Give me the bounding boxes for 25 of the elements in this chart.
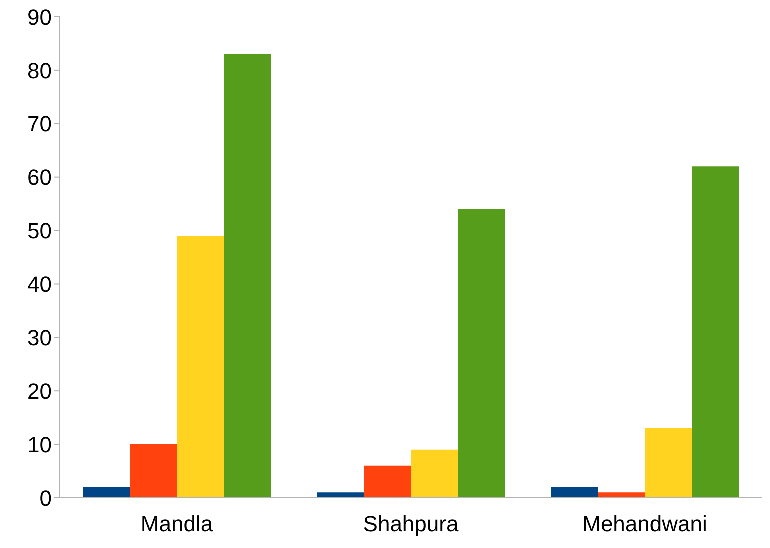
y-tick-label: 0 [40, 486, 52, 511]
bar [130, 444, 178, 498]
bar [177, 236, 224, 498]
bar [645, 428, 692, 498]
x-tick-label: Mehandwani [582, 512, 708, 537]
bar [411, 450, 458, 498]
bar [692, 166, 740, 498]
y-tick-label: 30 [28, 325, 52, 350]
y-tick-label: 80 [28, 58, 52, 84]
bar [364, 466, 412, 498]
y-tick-label: 50 [28, 218, 52, 244]
y-tick-label: 40 [28, 272, 52, 298]
y-tick-label: 20 [28, 378, 52, 404]
y-tick-label: 70 [28, 112, 52, 137]
bar [224, 54, 272, 498]
x-tick-label: Mandla [140, 512, 214, 537]
bar [598, 492, 646, 498]
y-tick-label: 10 [28, 432, 52, 458]
y-tick-label: 60 [28, 165, 52, 190]
y-tick-label: 90 [28, 4, 52, 30]
bar [458, 209, 506, 498]
x-tick-label: Shahpura [363, 512, 460, 537]
bar [317, 492, 364, 498]
bar [551, 487, 598, 498]
bar [83, 487, 130, 498]
